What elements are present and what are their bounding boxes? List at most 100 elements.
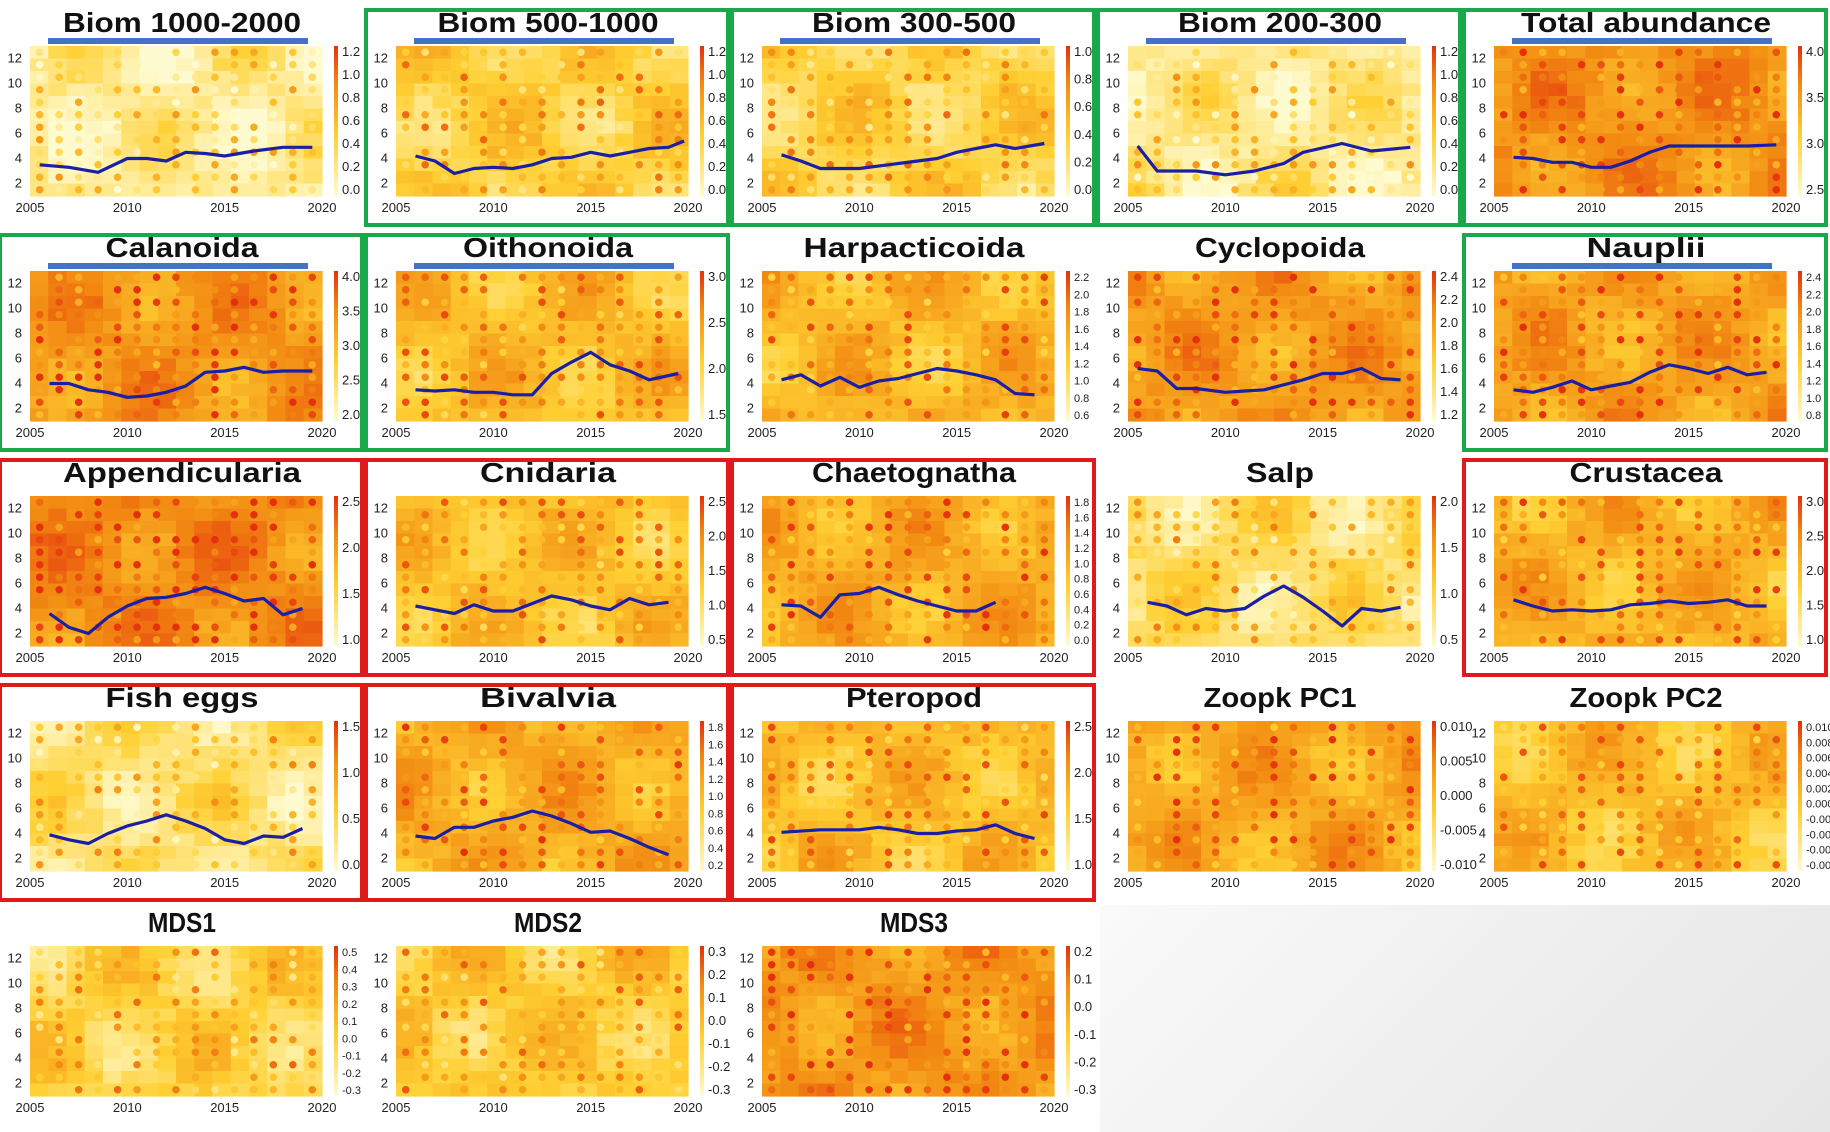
sample-dot [884,298,893,307]
sample-dot [230,48,239,57]
sample-dot [1250,523,1259,532]
colorbar-label: 3.0 [342,338,360,353]
sample-dot [1733,298,1742,307]
heat-cell [84,271,104,285]
heat-cell [596,58,616,72]
heat-cell [523,533,543,547]
heat-cell [432,583,452,597]
heat-cell [1731,396,1751,410]
colorbar [700,496,704,646]
heat-cell [1658,83,1678,97]
sample-dot [904,560,912,569]
y-tick-label: 8 [1479,326,1486,341]
heat-cell [871,496,891,510]
heat-cell [194,296,214,310]
sample-dot [479,635,488,644]
sample-dot [172,135,180,144]
sample-dot [74,510,83,519]
heat-cell [176,621,195,635]
sample-dot [1714,360,1722,369]
chart-title: Cyclopoida [1195,232,1365,263]
sample-dot [35,410,44,419]
heat-cell [542,358,561,372]
chart-title: Biom 300-500 [812,7,1016,38]
sample-dot [655,173,663,182]
sample-dot [1021,273,1029,282]
sample-dot [865,110,873,119]
sample-dot [1133,123,1142,132]
sample-dot [826,535,834,544]
heat-cell [157,283,177,297]
heat-cell [1274,346,1293,360]
x-tick-label: 2015 [576,425,605,440]
sample-dot [1192,135,1200,144]
sample-dot [904,360,912,369]
sample-dot [1211,598,1220,607]
sample-dot [655,98,663,107]
heat-cell [1640,58,1659,72]
sample-dot [923,135,932,144]
heat-cell [139,508,159,522]
heat-cell [1640,133,1659,147]
sample-dot [982,173,990,182]
sample-dot [499,73,507,82]
sample-dot [269,285,278,294]
heat-cell [505,183,525,197]
heat-cell [1237,171,1257,185]
heat-cell [505,308,525,322]
heat-cell [523,521,543,535]
sample-dot [1367,73,1376,82]
heat-cell [1292,546,1312,560]
sample-dot [74,335,83,344]
sample-dot [35,110,44,119]
chart-title: Biom 200-300 [1178,7,1382,38]
sample-dot [1406,310,1415,319]
heat-cell [194,58,214,72]
sample-dot [1387,48,1395,57]
sample-dot [1636,123,1644,132]
sample-dot [1406,60,1415,69]
sample-dot [74,285,83,294]
heat-cell [1676,346,1696,360]
heat-cell [560,158,580,172]
sample-dot [1040,548,1049,557]
sample-dot [289,173,297,182]
sample-dot [289,135,297,144]
heat-cell [487,171,507,185]
heat-cell [1676,296,1696,310]
sample-dot [1733,110,1742,119]
chart-title: Salp [1246,457,1314,488]
sample-dot [616,635,624,644]
sample-dot [1387,323,1395,332]
sample-dot [421,48,429,57]
heat-cell [1017,108,1037,122]
heat-cell [523,108,543,122]
heat-cell [505,71,525,85]
sample-dot [1001,610,1010,619]
sample-dot [479,73,488,82]
sample-dot [635,610,644,619]
sample-dot [1309,610,1317,619]
sample-dot [1694,335,1703,344]
sample-dot [479,123,488,132]
heat-cell [1035,71,1055,85]
heat-cell [889,571,909,585]
sample-dot [1616,360,1625,369]
heat-cell [1621,383,1641,397]
sample-dot [982,398,990,407]
sample-dot [1309,623,1317,632]
sample-dot [577,623,585,632]
heat-cell [1658,533,1678,547]
sample-dot [1597,285,1605,294]
sample-dot [655,398,663,407]
colorbar-label: 2.2 [1806,289,1821,301]
sample-dot [1387,160,1395,169]
heat-cell [267,408,287,422]
heat-cell [487,296,507,310]
sample-dot [1348,573,1356,582]
heat-cell [1621,58,1641,72]
heat-cell [1401,321,1421,335]
sample-dot [826,398,834,407]
sample-dot [1133,160,1142,169]
